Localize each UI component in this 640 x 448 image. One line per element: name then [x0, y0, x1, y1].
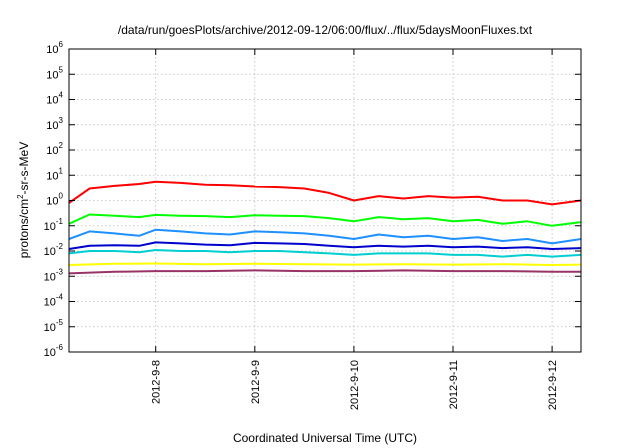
- y-tick-base: 10: [44, 322, 56, 334]
- x-tick-label: 2012-9-8: [151, 360, 163, 404]
- y-axis-label-sup: 2: [16, 194, 25, 199]
- y-tick-exp: 5: [59, 65, 64, 74]
- y-tick-label: 10-4: [44, 293, 64, 309]
- series-line-2: [68, 228, 582, 245]
- y-tick-label: 102: [46, 141, 63, 157]
- y-tick-exp: -4: [56, 293, 64, 302]
- y-tick-label: 103: [46, 116, 63, 132]
- y-tick-base: 10: [46, 69, 58, 81]
- y-tick-label: 10-1: [44, 217, 64, 233]
- y-tick-label: 104: [46, 91, 63, 107]
- y-axis-label: protons/cm2-sr-s-MeV: [16, 142, 31, 258]
- y-tick-base: 10: [46, 170, 58, 182]
- y-tick-exp: -1: [56, 217, 64, 226]
- series-layer: [68, 180, 582, 275]
- y-tick-base: 10: [44, 297, 56, 309]
- x-tick-label: 2012-9-10: [349, 360, 361, 410]
- y-tick-exp: -6: [56, 343, 64, 352]
- y-tick-label: 100: [46, 192, 63, 208]
- y-tick-exp: -5: [56, 318, 64, 327]
- series-line-1: [68, 213, 582, 227]
- tick-marks: [69, 48, 581, 353]
- y-tick-exp: 6: [59, 40, 64, 49]
- y-tick-label: 10-2: [44, 242, 64, 258]
- x-tick-label: 2012-9-11: [448, 360, 460, 409]
- y-tick-base: 10: [46, 120, 58, 132]
- series-line-4: [68, 249, 582, 258]
- x-tick-label: 2012-9-9: [250, 360, 262, 404]
- series-line-0: [68, 180, 582, 206]
- y-tick-label: 105: [46, 65, 63, 81]
- y-tick-base: 10: [44, 246, 56, 258]
- y-tick-base: 10: [46, 44, 58, 56]
- series-line-6: [68, 269, 581, 275]
- y-tick-label: 10-5: [44, 318, 64, 334]
- y-tick-exp: 2: [59, 141, 64, 150]
- y-tick-label: 10-6: [44, 343, 64, 359]
- y-tick-base: 10: [46, 196, 58, 208]
- y-axis-label-base: protons/cm: [17, 199, 31, 258]
- grid: [69, 49, 581, 352]
- y-tick-exp: 4: [59, 91, 64, 100]
- chart-title: /data/run/goesPlots/archive/2012-09-12/0…: [118, 23, 533, 37]
- series-line-5: [68, 262, 582, 266]
- y-tick-label: 10-3: [44, 267, 64, 283]
- y-axis-label-rest: -sr-s-MeV: [17, 142, 31, 195]
- y-tick-label: 101: [46, 166, 63, 182]
- y-tick-base: 10: [44, 221, 56, 233]
- y-tick-exp: 1: [59, 166, 64, 175]
- y-tick-exp: 0: [59, 192, 64, 201]
- y-tick-base: 10: [46, 95, 58, 107]
- y-tick-exp: -2: [56, 242, 64, 251]
- y-tick-label: 106: [46, 40, 63, 56]
- y-tick-base: 10: [44, 347, 56, 359]
- series-line-3: [68, 241, 582, 250]
- y-tick-base: 10: [46, 145, 58, 157]
- x-axis-label: Coordinated Universal Time (UTC): [233, 431, 417, 445]
- y-tick-base: 10: [44, 271, 56, 283]
- x-tick-labels: 2012-9-8 2012-9-9 2012-9-10 2012-9-11 2012-9…: [151, 360, 559, 410]
- y-tick-exp: 3: [59, 116, 64, 125]
- y-tick-exp: -3: [56, 267, 64, 276]
- x-tick-label: 2012-9-12: [547, 360, 559, 410]
- y-tick-labels: 10610510410310210110010-110-210-310-410-…: [44, 40, 64, 359]
